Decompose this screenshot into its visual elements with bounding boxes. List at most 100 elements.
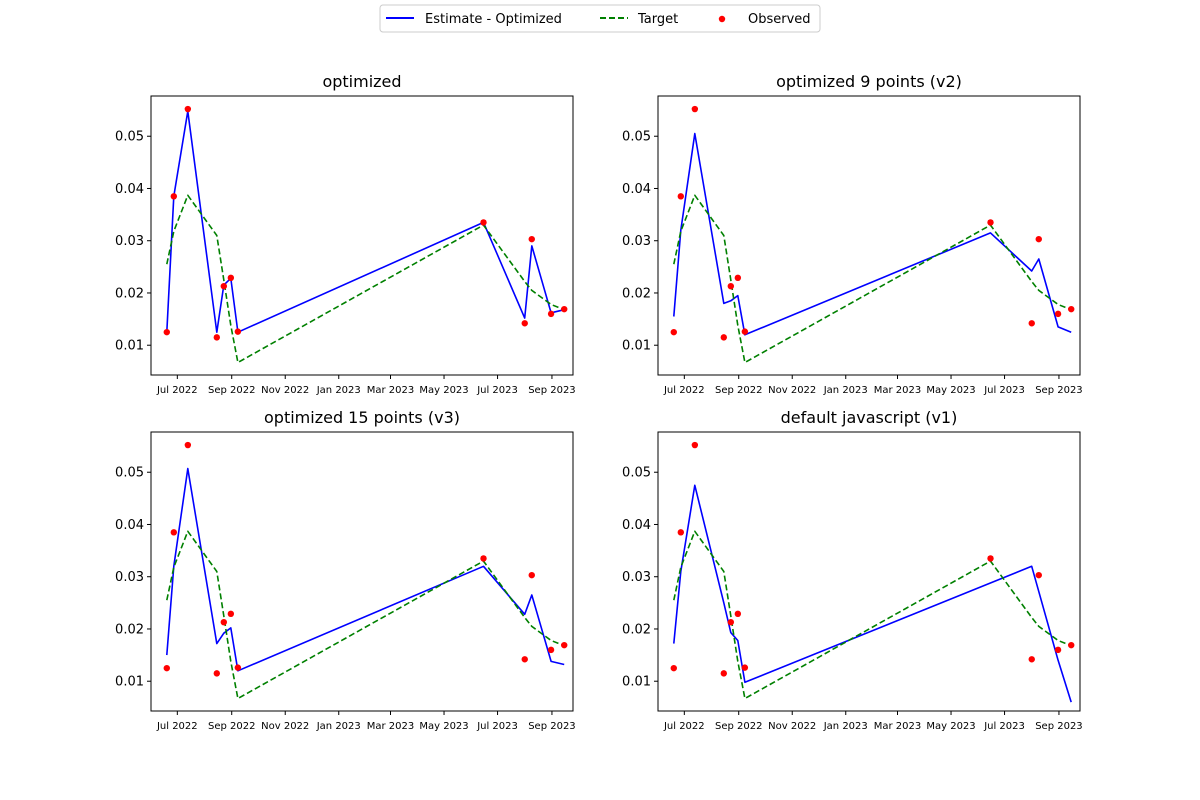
x-tick-label: Nov 2022 [261,721,309,732]
x-tick-label: Jul 2023 [476,385,518,396]
observed-point [480,555,487,562]
y-tick-label: 0.05 [115,130,144,145]
legend-label-target: Target [637,12,678,27]
observed-point [987,219,994,226]
observed-point [170,193,178,200]
legend-label-estimate: Estimate - Optimized [425,12,562,27]
legend: Estimate - Optimized Target Observed [379,4,821,33]
panel-title: optimized 9 points (v2) [776,72,962,91]
y-tick-label: 0.03 [622,570,651,585]
target-line [673,194,1072,364]
observed-point [234,664,242,671]
observed-point [561,641,568,649]
observed-point [1068,641,1075,649]
observed-point [1028,656,1035,663]
observed-point [528,571,535,579]
x-tick-label: Sep 2023 [1035,385,1082,396]
y-tick-label: 0.02 [622,286,651,301]
observed-point [987,555,994,562]
x-tick-label: May 2023 [926,721,975,732]
legend-swatch-observed [718,15,726,23]
y-tick-label: 0.04 [622,518,651,533]
target-line [673,530,1072,700]
axes-frame [150,95,574,376]
observed-point [670,664,677,672]
y-tick-label: 0.02 [115,622,144,637]
estimate-optimized-line [673,132,1072,336]
observed-point [163,328,170,336]
observed-point [1068,305,1075,313]
observed-point [1035,571,1042,579]
observed-point [720,334,728,341]
y-tick-label: 0.03 [115,570,144,585]
x-tick-label: Jul 2022 [663,721,705,732]
observed-point [691,105,699,113]
observed-point [727,618,735,626]
y-tick-label: 0.01 [622,675,651,690]
axes-frame [150,431,574,712]
panel-4: default javascript (v1) 0.01 0.02 0.03 0.04 0… [622,408,1083,732]
panel-2: optimized 9 points (v2) 0.01 0.02 0.03 0.04 0… [622,72,1083,396]
observed-point [677,529,685,536]
x-tick-label: Jan 2023 [823,721,868,732]
x-tick-label: May 2023 [419,385,468,396]
observed-point [184,105,192,113]
y-tick-label: 0.05 [115,466,144,481]
x-tick-label: Nov 2022 [768,721,816,732]
observed-point [1054,646,1062,654]
x-tick-label: Mar 2023 [367,721,415,732]
observed-point [561,305,568,313]
observed-point [1028,320,1035,327]
y-tick-label: 0.01 [115,339,144,354]
observed-point [670,328,677,336]
x-tick-label: Jan 2023 [316,721,361,732]
x-tick-label: Jul 2023 [983,385,1025,396]
x-tick-label: Mar 2023 [874,385,922,396]
y-tick-label: 0.02 [115,286,144,301]
observed-point [691,441,699,449]
observed-point [727,282,735,290]
x-tick-label: Jan 2023 [823,385,868,396]
observed-point [170,529,178,536]
observed-point [227,274,235,282]
legend-entry-estimate: Estimate - Optimized [386,12,562,27]
observed-point [227,610,235,618]
observed-point [521,320,528,327]
y-tick-label: 0.04 [115,518,144,533]
observed-point [220,618,228,626]
y-tick-label: 0.05 [622,130,651,145]
panel-1: optimized 0.01 0.02 0.03 0.04 0.05 Jul 2022 Sep… [115,72,576,396]
x-tick-label: Sep 2022 [208,721,255,732]
observed-point [220,282,228,290]
x-tick-label: Jul 2022 [663,385,705,396]
x-tick-label: Mar 2023 [367,385,415,396]
panel-title: optimized [322,72,401,91]
x-tick-label: May 2023 [926,385,975,396]
observed-point [528,235,535,243]
x-tick-label: Sep 2023 [528,721,575,732]
x-tick-label: Nov 2022 [768,385,816,396]
x-tick-label: Sep 2022 [715,385,762,396]
x-tick-label: Jul 2022 [156,385,198,396]
estimate-optimized-line [166,110,565,334]
observed-point [184,441,192,449]
y-tick-label: 0.02 [622,622,651,637]
estimate-optimized-line [166,467,565,672]
x-tick-label: Sep 2023 [1035,721,1082,732]
y-tick-label: 0.03 [115,234,144,249]
x-tick-label: Nov 2022 [261,385,309,396]
observed-point [677,193,685,200]
panel-3: optimized 15 points (v3) 0.01 0.02 0.03 0.04… [115,408,576,732]
x-tick-label: May 2023 [419,721,468,732]
panel-title: default javascript (v1) [781,408,958,427]
observed-point [1054,310,1062,318]
observed-point [720,670,728,677]
x-tick-label: Jul 2022 [156,721,198,732]
observed-point [547,310,555,318]
x-tick-label: Sep 2022 [715,721,762,732]
observed-point [741,328,749,335]
y-tick-label: 0.03 [622,234,651,249]
observed-point [1035,235,1042,243]
observed-point [734,610,742,618]
